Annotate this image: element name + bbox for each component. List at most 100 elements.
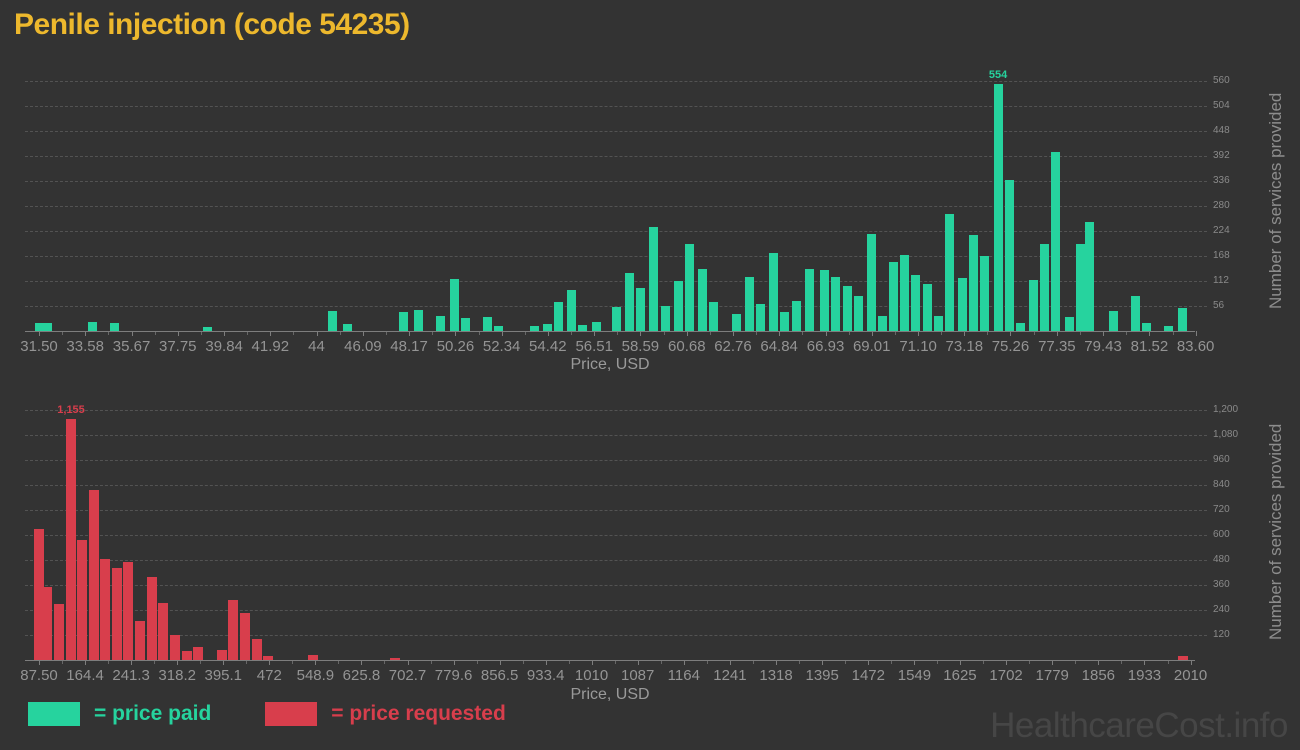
gridline bbox=[25, 560, 1207, 561]
x-tick-label: 48.17 bbox=[390, 338, 428, 355]
x-minor-tick bbox=[200, 331, 202, 335]
price-paid-histogram-bar bbox=[578, 325, 588, 331]
price-requested-histogram-bar bbox=[239, 613, 250, 660]
x-tick bbox=[455, 331, 457, 336]
x-axis-line bbox=[25, 331, 1195, 332]
price-paid-histogram-bar bbox=[436, 316, 446, 331]
x-tick bbox=[1098, 660, 1100, 665]
price-requested-histogram-bar bbox=[122, 561, 133, 660]
x-tick-label: 1010 bbox=[574, 667, 609, 684]
x-minor-tick bbox=[1126, 331, 1128, 335]
y-tick-label: 112 bbox=[1213, 275, 1229, 286]
y-tick-label: 224 bbox=[1213, 225, 1230, 236]
x-tick bbox=[868, 660, 870, 665]
x-tick bbox=[39, 331, 40, 336]
x-tick bbox=[779, 331, 781, 336]
x-tick-label: 56.51 bbox=[575, 338, 613, 355]
price-paid-histogram-bar bbox=[933, 315, 943, 331]
price-paid-histogram-bar bbox=[109, 322, 119, 331]
price-requested-histogram-bar bbox=[227, 599, 238, 660]
x-minor-tick bbox=[1033, 331, 1035, 335]
price-requested-histogram-bar bbox=[1177, 655, 1188, 660]
x-tick-label: 1087 bbox=[621, 667, 655, 684]
x-minor-tick bbox=[62, 331, 64, 335]
gridline bbox=[25, 206, 1207, 207]
x-minor-tick bbox=[614, 660, 616, 664]
x-tick-label: 1779 bbox=[1035, 667, 1069, 684]
x-tick-label: 318.2 bbox=[158, 667, 196, 684]
price-requested-histogram-bar bbox=[54, 604, 65, 660]
gridline bbox=[25, 435, 1207, 436]
x-tick-label: 66.93 bbox=[806, 338, 845, 355]
price-paid-histogram-bar bbox=[567, 289, 577, 331]
price-paid-histogram-bar bbox=[831, 277, 841, 331]
price-paid-histogram-bar bbox=[911, 274, 921, 331]
x-minor-tick bbox=[62, 660, 64, 664]
x-minor-tick bbox=[799, 660, 801, 664]
price-paid-histogram-bar bbox=[867, 234, 876, 331]
x-tick-label: 41.92 bbox=[251, 338, 290, 355]
x-tick bbox=[640, 331, 642, 336]
x-minor-tick bbox=[802, 331, 804, 335]
price-requested-histogram-bar bbox=[34, 529, 44, 660]
price-requested-histogram-bar bbox=[42, 586, 53, 660]
x-tick bbox=[1190, 660, 1192, 665]
x-tick-label: 395.1 bbox=[204, 667, 243, 684]
x-minor-tick bbox=[432, 331, 434, 335]
price-paid-histogram-bar bbox=[449, 279, 459, 331]
x-tick-label: 52.34 bbox=[482, 338, 521, 355]
price-paid-histogram-bar bbox=[494, 326, 504, 331]
x-tick-label: 1933 bbox=[1127, 667, 1162, 684]
x-tick-label: 1549 bbox=[897, 667, 932, 684]
x-tick bbox=[223, 660, 225, 665]
gridline bbox=[25, 131, 1207, 132]
x-minor-tick bbox=[522, 660, 524, 664]
price-requested-histogram-bar bbox=[251, 639, 262, 660]
x-tick-label: 37.75 bbox=[158, 338, 197, 355]
x-tick-label: 46.09 bbox=[344, 338, 382, 355]
watermark: HealthcareCost.info bbox=[990, 706, 1288, 745]
x-tick bbox=[39, 660, 40, 665]
price-paid-histogram-bar bbox=[922, 283, 932, 331]
price-paid-histogram-bar bbox=[1051, 151, 1061, 331]
gridline bbox=[25, 410, 1207, 411]
x-tick bbox=[131, 660, 133, 665]
x-minor-tick bbox=[894, 331, 896, 335]
x-tick bbox=[85, 660, 87, 665]
x-tick bbox=[131, 331, 133, 336]
price-paid-histogram-bar bbox=[731, 314, 741, 331]
x-tick bbox=[871, 331, 873, 336]
x-minor-tick bbox=[1079, 331, 1081, 335]
x-minor-tick bbox=[200, 660, 202, 664]
x-tick bbox=[964, 331, 966, 336]
x-tick bbox=[270, 331, 272, 336]
paid-y-axis-title: Number of services provided bbox=[1266, 92, 1285, 309]
x-tick bbox=[683, 660, 685, 665]
x-tick bbox=[1056, 331, 1058, 336]
y-tick-label: 1,080 bbox=[1213, 429, 1239, 440]
x-tick-label: 73.18 bbox=[945, 338, 984, 355]
price-paid-histogram-bar bbox=[43, 322, 53, 331]
x-minor-tick bbox=[476, 660, 478, 664]
price-paid-histogram-bar bbox=[804, 269, 814, 331]
x-axis-line bbox=[25, 660, 1195, 661]
y-tick-label: 240 bbox=[1213, 604, 1230, 615]
price-paid-histogram-bar bbox=[1108, 310, 1118, 331]
x-tick-label: 1241 bbox=[713, 667, 747, 684]
x-minor-tick bbox=[660, 660, 662, 664]
gridline bbox=[25, 535, 1207, 536]
x-tick bbox=[637, 660, 639, 665]
y-tick-label: 504 bbox=[1213, 100, 1230, 111]
legend-swatch-paid-icon bbox=[28, 702, 80, 726]
gridline bbox=[25, 231, 1207, 232]
peak-value-label: 554 bbox=[988, 68, 1008, 81]
price-paid-histogram-bar bbox=[709, 301, 719, 331]
price-requested-histogram-bar bbox=[134, 621, 145, 660]
price-paid-histogram-bar bbox=[460, 318, 470, 331]
x-tick bbox=[1195, 331, 1197, 336]
x-minor-tick bbox=[845, 660, 847, 664]
x-tick-label: 83.60 bbox=[1176, 338, 1215, 355]
x-tick bbox=[1149, 331, 1151, 336]
x-tick bbox=[1052, 660, 1054, 665]
x-tick bbox=[776, 660, 778, 665]
